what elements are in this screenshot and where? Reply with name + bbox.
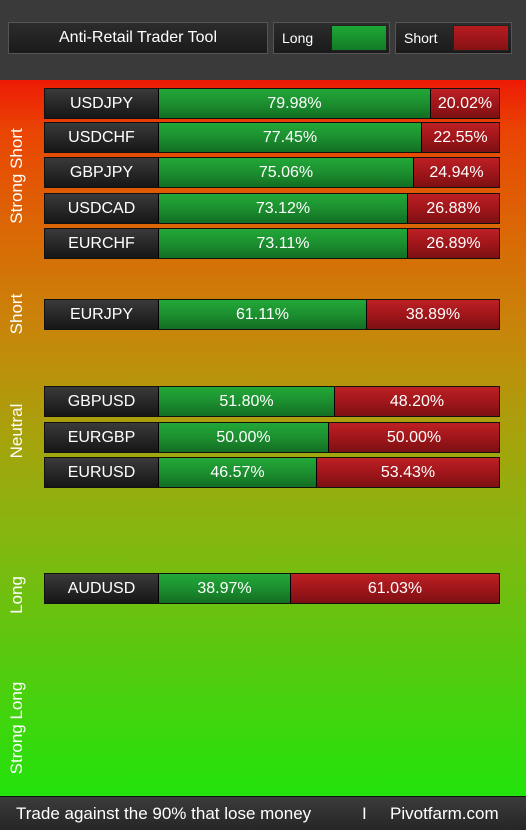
app-title: Anti-Retail Trader Tool <box>8 22 268 54</box>
long-percentage-bar: 50.00% <box>159 423 329 452</box>
pair-row-gbpusd: GBPUSD 51.80% 48.20% <box>44 386 500 417</box>
sentiment-bar: 77.45% 22.55% <box>159 123 499 152</box>
sentiment-bar: 46.57% 53.43% <box>159 458 499 487</box>
pair-label: AUDUSD <box>45 574 159 603</box>
pair-label: EURGBP <box>45 423 159 452</box>
pair-row-eurgbp: EURGBP 50.00% 50.00% <box>44 422 500 453</box>
footer-tagline: Trade against the 90% that lose money <box>16 803 312 823</box>
legend-long-swatch <box>331 25 387 51</box>
pair-label: EURCHF <box>45 229 159 258</box>
long-percentage-bar: 75.06% <box>159 158 414 187</box>
legend-short-swatch <box>453 25 509 51</box>
zone-label-strong-long: Strong Long <box>7 681 26 775</box>
footer: Trade against the 90% that lose money I … <box>0 796 526 830</box>
sentiment-bar: 79.98% 20.02% <box>159 89 499 118</box>
long-percentage-bar: 51.80% <box>159 387 335 416</box>
short-percentage-bar: 22.55% <box>422 123 499 152</box>
pair-row-eurchf: EURCHF 73.11% 26.89% <box>44 228 500 259</box>
sentiment-panel: Strong Short Short Neutral Long Strong L… <box>0 80 526 796</box>
long-percentage-bar: 77.45% <box>159 123 422 152</box>
pair-row-eurusd: EURUSD 46.57% 53.43% <box>44 457 500 488</box>
pair-label: GBPUSD <box>45 387 159 416</box>
short-percentage-bar: 48.20% <box>335 387 499 416</box>
pair-row-eurjpy: EURJPY 61.11% 38.89% <box>44 299 500 330</box>
footer-separator: I <box>362 803 367 823</box>
short-percentage-bar: 38.89% <box>367 300 499 329</box>
zone-label-long: Long <box>7 576 26 614</box>
zone-label-neutral: Neutral <box>7 403 26 459</box>
pair-row-usdcad: USDCAD 73.12% 26.88% <box>44 193 500 224</box>
pair-row-usdchf: USDCHF 77.45% 22.55% <box>44 122 500 153</box>
legend-long-label: Long <box>282 30 314 46</box>
zone-label-strong-short: Strong Short <box>7 128 26 224</box>
short-percentage-bar: 26.88% <box>408 194 499 223</box>
zone-label-short: Short <box>7 293 26 335</box>
pair-label: USDCHF <box>45 123 159 152</box>
pair-label: USDJPY <box>45 89 159 118</box>
sentiment-bar: 50.00% 50.00% <box>159 423 499 452</box>
long-percentage-bar: 79.98% <box>159 89 431 118</box>
pair-label: USDCAD <box>45 194 159 223</box>
pair-label: EURJPY <box>45 300 159 329</box>
header: Anti-Retail Trader Tool Long Short <box>0 0 526 80</box>
sentiment-bar: 38.97% 61.03% <box>159 574 499 603</box>
long-percentage-bar: 61.11% <box>159 300 367 329</box>
sentiment-bar: 73.11% 26.89% <box>159 229 499 258</box>
long-percentage-bar: 38.97% <box>159 574 291 603</box>
pair-row-audusd: AUDUSD 38.97% 61.03% <box>44 573 500 604</box>
legend-long: Long <box>273 22 390 54</box>
pair-label: GBPJPY <box>45 158 159 187</box>
long-percentage-bar: 73.12% <box>159 194 408 223</box>
short-percentage-bar: 20.02% <box>431 89 499 118</box>
sentiment-bar: 61.11% 38.89% <box>159 300 499 329</box>
sentiment-bar: 75.06% 24.94% <box>159 158 499 187</box>
pair-row-gbpjpy: GBPJPY 75.06% 24.94% <box>44 157 500 188</box>
short-percentage-bar: 53.43% <box>317 458 499 487</box>
footer-site-link[interactable]: Pivotfarm.com <box>390 803 499 823</box>
short-percentage-bar: 24.94% <box>414 158 499 187</box>
long-percentage-bar: 73.11% <box>159 229 408 258</box>
sentiment-bar: 73.12% 26.88% <box>159 194 499 223</box>
legend-short: Short <box>395 22 512 54</box>
pair-label: EURUSD <box>45 458 159 487</box>
long-percentage-bar: 46.57% <box>159 458 317 487</box>
pair-row-usdjpy: USDJPY 79.98% 20.02% <box>44 88 500 119</box>
short-percentage-bar: 61.03% <box>291 574 499 603</box>
sentiment-bar: 51.80% 48.20% <box>159 387 499 416</box>
short-percentage-bar: 50.00% <box>329 423 499 452</box>
short-percentage-bar: 26.89% <box>408 229 499 258</box>
legend-short-label: Short <box>404 30 438 46</box>
